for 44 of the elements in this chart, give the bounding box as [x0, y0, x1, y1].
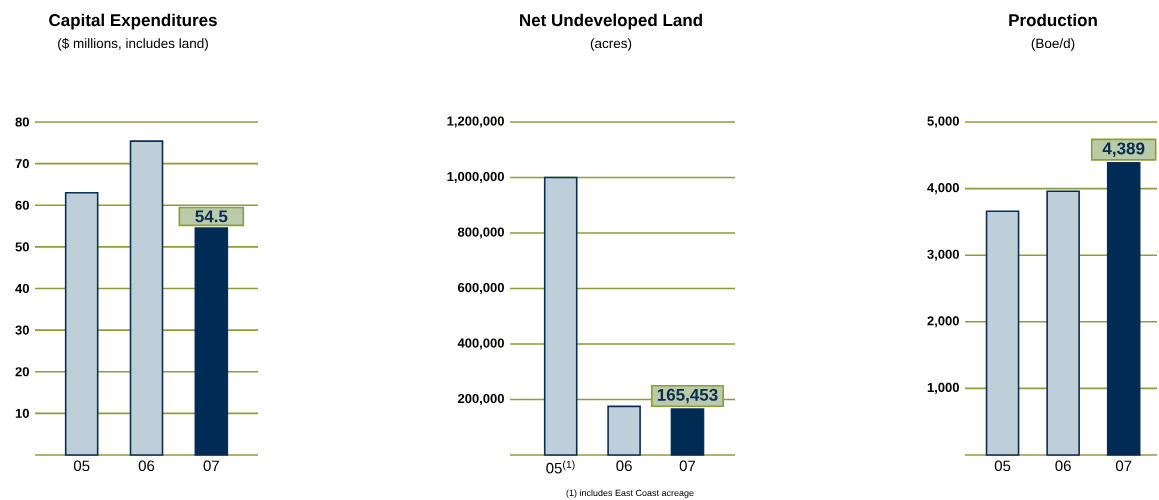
data-label: 4,389 [1102, 142, 1145, 157]
y-tick-label: 600,000 [457, 282, 504, 295]
chart-title: Production [1009, 13, 1097, 27]
chart-subtitle: (acres) [590, 38, 632, 51]
y-tick-label: 1,000 [927, 382, 959, 394]
data-label: 54.5 [195, 210, 228, 223]
y-tick-label: 40 [15, 283, 29, 294]
y-tick-label: 30 [15, 325, 29, 335]
y-tick-label: 50 [15, 242, 29, 252]
text: (1) includes East Coast acreage [566, 489, 694, 498]
bar [1046, 190, 1080, 456]
x-tick-label: 05 [994, 460, 1011, 472]
y-tick-label: 10 [15, 408, 29, 418]
x-tick-label: 06 [138, 460, 155, 472]
x-tick-label: 07 [203, 460, 219, 472]
x-tick-label: 05$^{(1)}$ [546, 460, 575, 474]
y-tick-label: 2,000 [927, 316, 959, 328]
y-tick-label: 1,200,000 [447, 116, 504, 128]
chart-subtitle: (Boe/d) [1031, 38, 1075, 51]
bar [607, 405, 641, 456]
bar [985, 210, 1020, 456]
y-tick-label: 20 [15, 367, 29, 377]
x-tick-label: 06 [616, 460, 632, 472]
y-tick-label: 70 [15, 159, 29, 169]
x-tick-label: 07 [679, 460, 696, 472]
chart-subtitle: ($ millions, includes land) [58, 37, 208, 51]
bar [543, 176, 578, 456]
bar [64, 191, 99, 456]
y-tick-label: 800,000 [457, 227, 504, 239]
y-tick-label: 60 [15, 200, 29, 210]
y-tick-label: 4,000 [927, 183, 959, 195]
x-tick-label: 06 [1055, 460, 1071, 472]
y-tick-label: 3,000 [927, 249, 959, 261]
y-tick-label: 5,000 [927, 116, 959, 128]
y-tick-label: 80 [15, 117, 29, 127]
x-tick-label: 05 [73, 460, 90, 472]
y-tick-label: 1,000,000 [447, 171, 504, 184]
y-tick-label: 200,000 [457, 393, 504, 406]
y-tick-label: 400,000 [457, 338, 504, 350]
chart-title: Net Undeveloped Land [520, 13, 702, 30]
chart-title: Capital Expenditures [49, 13, 217, 30]
x-tick-label: 07 [1115, 460, 1132, 472]
bar [129, 140, 164, 456]
data-label: 165,453 [657, 388, 718, 404]
